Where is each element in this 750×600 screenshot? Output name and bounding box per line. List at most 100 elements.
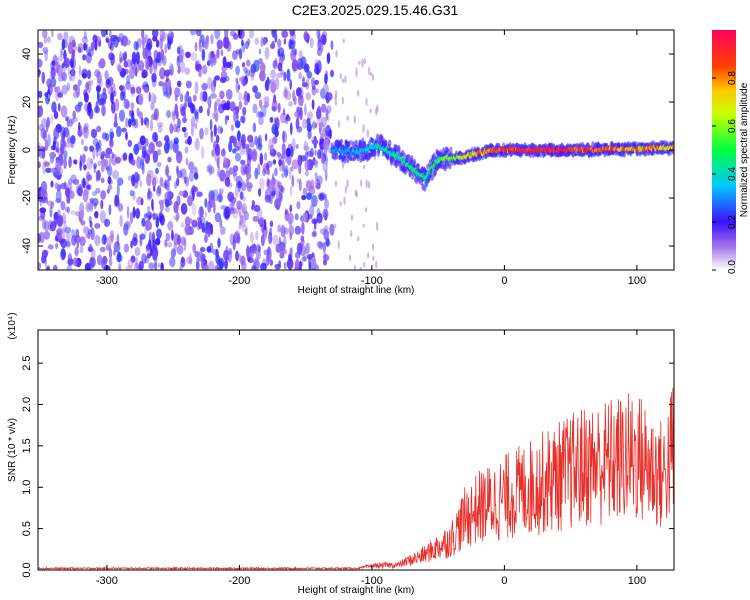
heatmap-cell [277, 48, 280, 58]
heatmap-cell [205, 35, 209, 43]
heatmap-cell [130, 102, 135, 110]
heatmap-cell [229, 101, 236, 112]
heatmap-cell [289, 204, 293, 213]
heatmap-cell [65, 142, 72, 148]
heatmap-cell [108, 155, 112, 168]
heatmap-cell [273, 179, 281, 193]
heatmap-cell [135, 208, 141, 219]
heatmap-cell [214, 212, 222, 223]
heatmap-cell [52, 140, 56, 150]
heatmap-cell [270, 69, 277, 79]
heatmap-cell [252, 103, 258, 114]
heatmap-cell [334, 89, 338, 99]
heatmap-cell [38, 161, 41, 169]
heatmap-cell [263, 96, 270, 104]
heatmap-cell [201, 64, 208, 75]
heatmap-cell [180, 203, 188, 215]
heatmap-cell [226, 115, 230, 121]
heatmap-cell [231, 200, 235, 207]
heatmap-cell [100, 190, 106, 200]
heatmap-cell [166, 242, 173, 248]
heatmap-cell [196, 256, 200, 270]
heatmap-cell [214, 101, 217, 113]
heatmap-cell [209, 118, 213, 131]
heatmap-cell [77, 79, 82, 86]
heatmap-cell [119, 57, 124, 63]
heatmap-cell [158, 199, 164, 205]
heatmap-cell [357, 89, 360, 97]
x-tick-label: -100 [361, 275, 383, 287]
heatmap-cell [41, 71, 46, 84]
heatmap-cell [164, 78, 172, 90]
heatmap-cell [100, 30, 107, 38]
heatmap-cell [120, 72, 125, 79]
heatmap-cell [167, 39, 172, 50]
heatmap-cell [352, 157, 356, 161]
heatmap-cell [118, 109, 126, 122]
heatmap-cell [278, 244, 284, 254]
heatmap-cell [254, 91, 262, 100]
heatmap-cell [50, 113, 54, 125]
heatmap-cell [364, 207, 368, 213]
heatmap-cell [169, 256, 176, 268]
heatmap-cell [283, 71, 287, 82]
heatmap-cell [100, 199, 104, 210]
heatmap-cell [128, 118, 132, 128]
heatmap-cell [89, 145, 94, 152]
heatmap-cell [207, 227, 211, 238]
heatmap-cell [198, 44, 203, 52]
heatmap-cell [330, 69, 334, 78]
heatmap-cell [201, 48, 206, 62]
heatmap-cell [63, 31, 69, 41]
heatmap-cell [155, 57, 159, 64]
heatmap-cell [311, 218, 318, 225]
heatmap-cell [357, 153, 361, 159]
heatmap-cell [145, 211, 153, 219]
heatmap-cell [186, 256, 193, 264]
heatmap-cell [107, 83, 111, 95]
heatmap-cell [116, 125, 122, 138]
heatmap-cell [247, 134, 254, 143]
heatmap-cell [232, 210, 239, 219]
heatmap-cell [282, 130, 286, 144]
heatmap-cell [216, 49, 220, 59]
heatmap-cell [121, 127, 127, 133]
heatmap-cell [232, 135, 237, 142]
heatmap-cell [259, 152, 264, 166]
heatmap-cell [97, 98, 105, 106]
heatmap-cell [198, 69, 202, 78]
heatmap-cell [322, 208, 329, 219]
heatmap-cell [47, 36, 51, 43]
y-tick-label: 1.5 [21, 438, 33, 453]
heatmap-cell [85, 56, 92, 62]
heatmap-cell [66, 265, 73, 270]
heatmap-cell [51, 101, 57, 113]
heatmap-cell [185, 228, 193, 234]
heatmap-cell [280, 112, 287, 124]
heatmap-cell [288, 253, 292, 261]
heatmap-cell [97, 60, 105, 69]
heatmap-cell [258, 116, 264, 126]
heatmap-cell [246, 153, 252, 167]
heatmap-cell [86, 157, 93, 170]
heatmap-cell [79, 183, 83, 197]
colorbar-tick-label: 0.8 [727, 71, 738, 85]
heatmap-cell [199, 246, 206, 253]
heatmap-cell [43, 36, 48, 44]
heatmap-cell [286, 68, 291, 82]
heatmap-cell [51, 60, 56, 66]
heatmap-cell [212, 189, 219, 202]
heatmap-cell [100, 158, 106, 167]
heatmap-cell [129, 211, 134, 224]
heatmap-cell [180, 48, 185, 58]
x-tick-label: 100 [628, 275, 646, 287]
heatmap-cell [208, 195, 215, 208]
heatmap-cell [138, 260, 144, 270]
heatmap-cell [344, 75, 347, 84]
colorbar-ticks: 0.0 0.2 0.4 0.6 0.8 [712, 71, 738, 274]
heatmap-cell [290, 146, 294, 158]
heatmap-cell [97, 89, 100, 103]
heatmap-cell [117, 177, 124, 186]
heatmap-cell [148, 231, 152, 244]
heatmap-cell [144, 224, 147, 236]
